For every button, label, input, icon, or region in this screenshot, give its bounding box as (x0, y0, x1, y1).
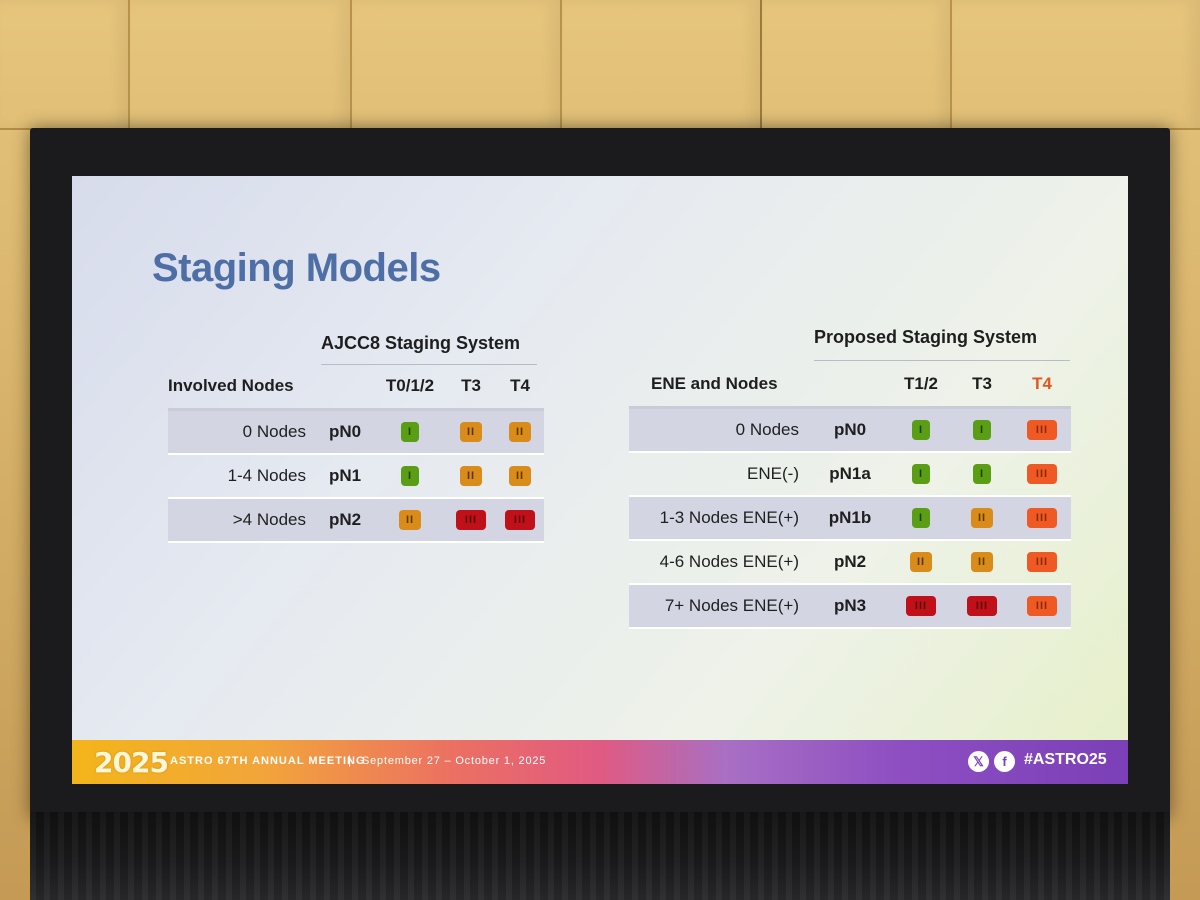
meeting-name: ASTRO 67TH ANNUAL MEETING (170, 755, 366, 767)
wall-corner (760, 0, 762, 130)
proposed-title-rule (814, 360, 1070, 361)
astro-2025-logo: 2025 (94, 746, 169, 779)
grade-badge: II (460, 466, 482, 487)
proposed-row: ENE(-) pN1a I I III (629, 452, 1071, 496)
hashtag: #ASTRO25 (1024, 751, 1107, 768)
wall-panel (562, 0, 762, 130)
grade-badge: III (505, 510, 535, 531)
ajcc-system-title: AJCC8 Staging System (321, 333, 521, 353)
grade-badge: II (971, 508, 993, 529)
ajcc-header-row: Involved Nodes T0/1/2 T3 T4 (168, 364, 544, 411)
stage-label: pN2 (833, 552, 867, 571)
proposed-row: 0 Nodes pN0 I I III (629, 407, 1071, 452)
nodes-label: 1-4 Nodes (227, 466, 306, 485)
stage-label: pN1a (829, 464, 871, 483)
ajcc-header-nodes: Involved Nodes (168, 364, 316, 411)
stage-label: pN2 (316, 498, 374, 542)
proposed-header-stage (809, 362, 891, 409)
grade-badge: III (1027, 508, 1057, 529)
grade-badge: I (973, 464, 991, 485)
proposed-header-row: ENE and Nodes T1/2 T3 T4 (629, 362, 1071, 409)
grade-badge: I (912, 420, 930, 441)
wall-panel (762, 0, 952, 130)
proposed-header-t12: T1/2 (891, 362, 951, 409)
grade-badge: II (509, 466, 531, 487)
proposed-header-nodes: ENE and Nodes (629, 362, 809, 409)
grade-badge: III (967, 596, 997, 617)
ajcc-header-t3: T3 (446, 364, 496, 411)
grade-badge: I (973, 420, 991, 441)
wall-panel (0, 0, 130, 130)
stage-label: pN0 (809, 407, 891, 452)
proposed-header-t3: T3 (951, 362, 1013, 409)
meeting-footer-bar: 2025 ASTRO 67TH ANNUAL MEETING | Septemb… (72, 740, 1128, 784)
proposed-row: 1-3 Nodes ENE(+) pN1b I II III (629, 496, 1071, 540)
ajcc-row: 0 Nodes pN0 I II II (168, 409, 544, 454)
meeting-dates: September 27 – October 1, 2025 (362, 755, 547, 767)
grade-badge: III (1027, 464, 1057, 485)
facebook-icon: f (994, 751, 1015, 772)
ajcc-header-t012: T0/1/2 (374, 364, 446, 411)
slide-title: Staging Models (152, 246, 441, 290)
grade-badge: II (509, 422, 531, 443)
stage-curtain (30, 812, 1170, 900)
grade-badge: II (399, 510, 421, 531)
grade-badge: I (912, 508, 930, 529)
grade-badge: III (456, 510, 486, 531)
nodes-label: 4-6 Nodes ENE(+) (659, 552, 799, 571)
proposed-header-t4: T4 (1013, 362, 1071, 409)
stage-label: pN1 (328, 466, 362, 485)
ajcc-staging-table: Involved Nodes T0/1/2 T3 T4 0 Nodes pN0 … (168, 364, 544, 543)
nodes-label: 0 Nodes (168, 409, 316, 454)
ajcc-header-stage (316, 364, 374, 411)
wall-panel (352, 0, 562, 130)
grade-badge: III (1027, 420, 1057, 441)
nodes-label: 1-3 Nodes ENE(+) (629, 496, 809, 540)
wall-panel (130, 0, 352, 130)
stage-label: pN1b (809, 496, 891, 540)
presentation-slide: Staging Models AJCC8 Staging System Invo… (72, 176, 1128, 784)
nodes-label: 7+ Nodes ENE(+) (629, 584, 809, 628)
grade-badge: III (1027, 552, 1057, 573)
x-logo-icon: 𝕏 (968, 751, 989, 772)
grade-badge: I (401, 422, 419, 443)
grade-badge: I (401, 466, 419, 487)
ajcc-row: 1-4 Nodes pN1 I II II (168, 454, 544, 498)
ajcc-header-t4: T4 (496, 364, 544, 411)
wall-panel (952, 0, 1200, 130)
footer-separator: | (348, 753, 352, 767)
grade-badge: II (460, 422, 482, 443)
nodes-label: ENE(-) (747, 464, 799, 483)
nodes-label: >4 Nodes (168, 498, 316, 542)
stage-label: pN3 (809, 584, 891, 628)
grade-badge: I (912, 464, 930, 485)
proposed-staging-table: ENE and Nodes T1/2 T3 T4 0 Nodes pN0 I I… (629, 362, 1071, 629)
ajcc-row: >4 Nodes pN2 II III III (168, 498, 544, 542)
proposed-row: 7+ Nodes ENE(+) pN3 III III III (629, 584, 1071, 628)
proposed-row: 4-6 Nodes ENE(+) pN2 II II III (629, 540, 1071, 584)
grade-badge: III (1027, 596, 1057, 617)
grade-badge: II (971, 552, 993, 573)
grade-badge: III (906, 596, 936, 617)
nodes-label: 0 Nodes (629, 407, 809, 452)
stage-label: pN0 (316, 409, 374, 454)
proposed-system-title: Proposed Staging System (814, 327, 1038, 347)
grade-badge: II (910, 552, 932, 573)
